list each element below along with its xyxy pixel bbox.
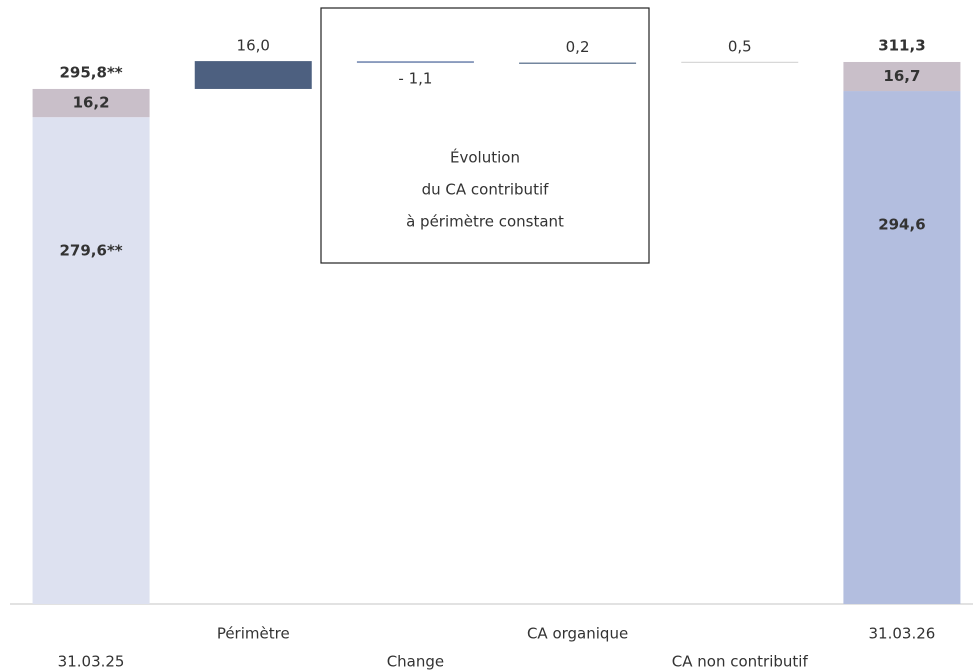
bar <box>519 62 637 64</box>
bar <box>194 61 312 89</box>
x-tick-label: Périmètre <box>217 625 290 643</box>
total-label: 295,8** <box>60 63 123 81</box>
annotation: à périmètre constant <box>406 213 564 231</box>
annotation: Évolution <box>450 148 520 167</box>
bar-stack <box>32 88 150 118</box>
bar <box>681 61 799 63</box>
total-label: 311,3 <box>878 36 925 54</box>
x-tick-label: CA non contributif <box>672 653 809 670</box>
bar <box>356 61 474 64</box>
annotation-box <box>320 7 650 264</box>
value-label: 0,5 <box>728 37 752 55</box>
x-tick-label: CA organique <box>527 625 628 643</box>
bar <box>32 117 150 605</box>
x-tick-label: 31.03.25 <box>58 653 125 670</box>
stack-label: 16,7 <box>883 67 920 85</box>
value-label: 294,6 <box>878 216 925 234</box>
value-label: - 1,1 <box>398 70 432 88</box>
value-label: 279,6** <box>60 242 123 260</box>
value-label: 0,2 <box>566 38 590 56</box>
annotation: du CA contributif <box>422 181 550 199</box>
x-tick-label: Change <box>387 653 444 670</box>
value-label: 16,0 <box>237 37 270 55</box>
stack-label: 16,2 <box>73 94 110 112</box>
bar-stack <box>843 61 961 92</box>
bar <box>843 91 961 604</box>
x-tick-label: 31.03.26 <box>869 625 936 643</box>
